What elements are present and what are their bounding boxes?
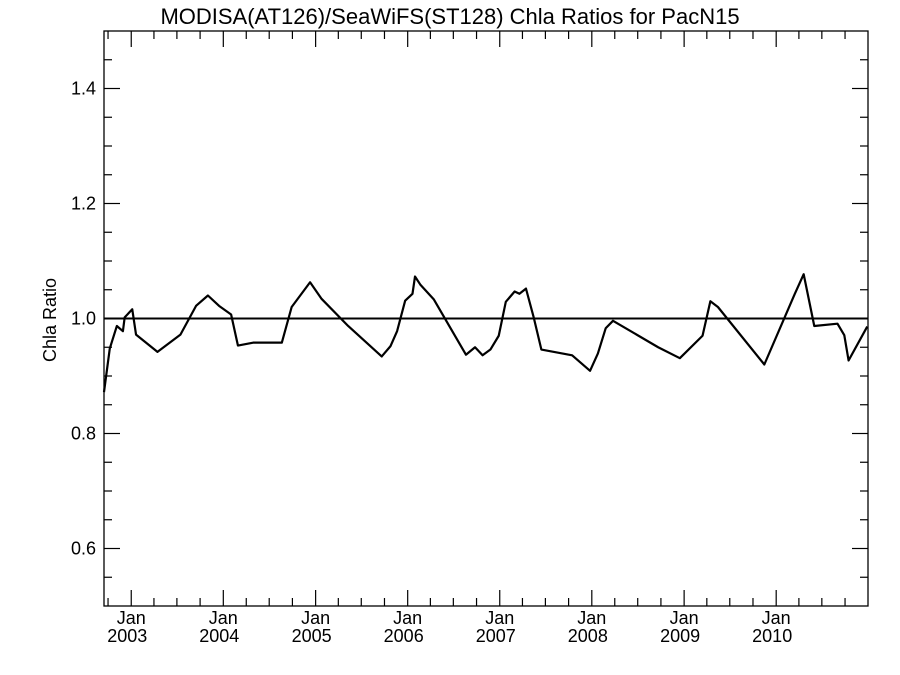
x-tick-month-label: Jan [485, 608, 514, 628]
x-axis: Jan2003Jan2004Jan2005Jan2006Jan2007Jan20… [107, 31, 846, 646]
chart-title: MODISA(AT126)/SeaWiFS(ST128) Chla Ratios… [160, 4, 740, 29]
x-tick-month-label: Jan [209, 608, 238, 628]
x-tick-year-label: 2009 [660, 626, 700, 646]
x-tick-year-label: 2003 [107, 626, 147, 646]
x-tick-month-label: Jan [393, 608, 422, 628]
x-tick-month-label: Jan [117, 608, 146, 628]
y-tick-label: 1.4 [71, 79, 96, 99]
x-tick-year-label: 2006 [384, 626, 424, 646]
x-tick-month-label: Jan [301, 608, 330, 628]
y-tick-label: 1.0 [71, 309, 96, 329]
y-tick-label: 0.8 [71, 424, 96, 444]
y-axis-label: Chla Ratio [40, 278, 60, 362]
y-tick-label: 1.2 [71, 194, 96, 214]
x-tick-month-label: Jan [577, 608, 606, 628]
series-line [102, 273, 869, 393]
y-tick-label: 0.6 [71, 539, 96, 559]
x-tick-month-label: Jan [670, 608, 699, 628]
series-points [104, 274, 867, 392]
x-tick-month-label: Jan [762, 608, 791, 628]
x-tick-year-label: 2007 [476, 626, 516, 646]
x-tick-year-label: 2010 [752, 626, 792, 646]
x-tick-year-label: 2005 [292, 626, 332, 646]
x-tick-year-label: 2008 [568, 626, 608, 646]
x-tick-year-label: 2004 [199, 626, 239, 646]
